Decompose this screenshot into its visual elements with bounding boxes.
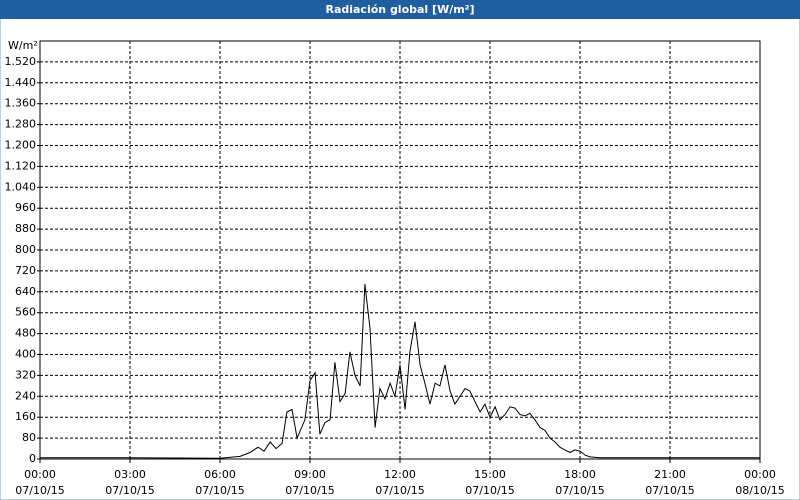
x-tick-date: 07/10/15 bbox=[105, 484, 154, 497]
header-bar bbox=[0, 0, 800, 19]
y-tick-label: 1.360 bbox=[5, 97, 37, 110]
y-axis-label: W/m² bbox=[8, 39, 38, 52]
x-tick-label: 15:00 bbox=[474, 468, 506, 481]
x-tick-label: 03:00 bbox=[114, 468, 146, 481]
x-tick-date: 07/10/15 bbox=[285, 484, 334, 497]
x-tick-label: 21:00 bbox=[654, 468, 686, 481]
y-tick-label: 560 bbox=[15, 306, 36, 319]
y-tick-label: 880 bbox=[15, 222, 36, 235]
x-tick-label: 00:00 bbox=[24, 468, 56, 481]
x-tick-date: 08/10/15 bbox=[735, 484, 784, 497]
x-tick-label: 06:00 bbox=[204, 468, 236, 481]
chart-title: Radiación global [W/m²] bbox=[325, 3, 474, 16]
x-tick-label: 18:00 bbox=[564, 468, 596, 481]
x-tick-label: 09:00 bbox=[294, 468, 326, 481]
x-tick-date: 07/10/15 bbox=[555, 484, 604, 497]
y-tick-label: 1.040 bbox=[5, 180, 37, 193]
y-tick-label: 1.520 bbox=[5, 55, 37, 68]
y-tick-label: 320 bbox=[15, 368, 36, 381]
x-tick-label: 00:00 bbox=[744, 468, 776, 481]
y-tick-label: 160 bbox=[15, 410, 36, 423]
x-tick-date: 07/10/15 bbox=[15, 484, 64, 497]
y-tick-label: 720 bbox=[15, 264, 36, 277]
y-tick-label: 240 bbox=[15, 389, 36, 402]
y-tick-label: 1.200 bbox=[5, 139, 37, 152]
y-tick-label: 1.280 bbox=[5, 118, 37, 131]
y-tick-label: 1.440 bbox=[5, 76, 37, 89]
x-tick-label: 12:00 bbox=[384, 468, 416, 481]
y-tick-label: 0 bbox=[29, 452, 36, 465]
y-tick-label: 960 bbox=[15, 201, 36, 214]
x-tick-date: 07/10/15 bbox=[195, 484, 244, 497]
x-tick-date: 07/10/15 bbox=[465, 484, 514, 497]
x-tick-date: 07/10/15 bbox=[645, 484, 694, 497]
y-tick-label: 80 bbox=[22, 431, 36, 444]
y-tick-label: 400 bbox=[15, 348, 36, 361]
y-tick-label: 800 bbox=[15, 243, 36, 256]
y-tick-label: 480 bbox=[15, 327, 36, 340]
data-line bbox=[40, 283, 760, 459]
x-tick-date: 07/10/15 bbox=[375, 484, 424, 497]
y-tick-label: 640 bbox=[15, 285, 36, 298]
y-tick-label: 1.120 bbox=[5, 159, 37, 172]
